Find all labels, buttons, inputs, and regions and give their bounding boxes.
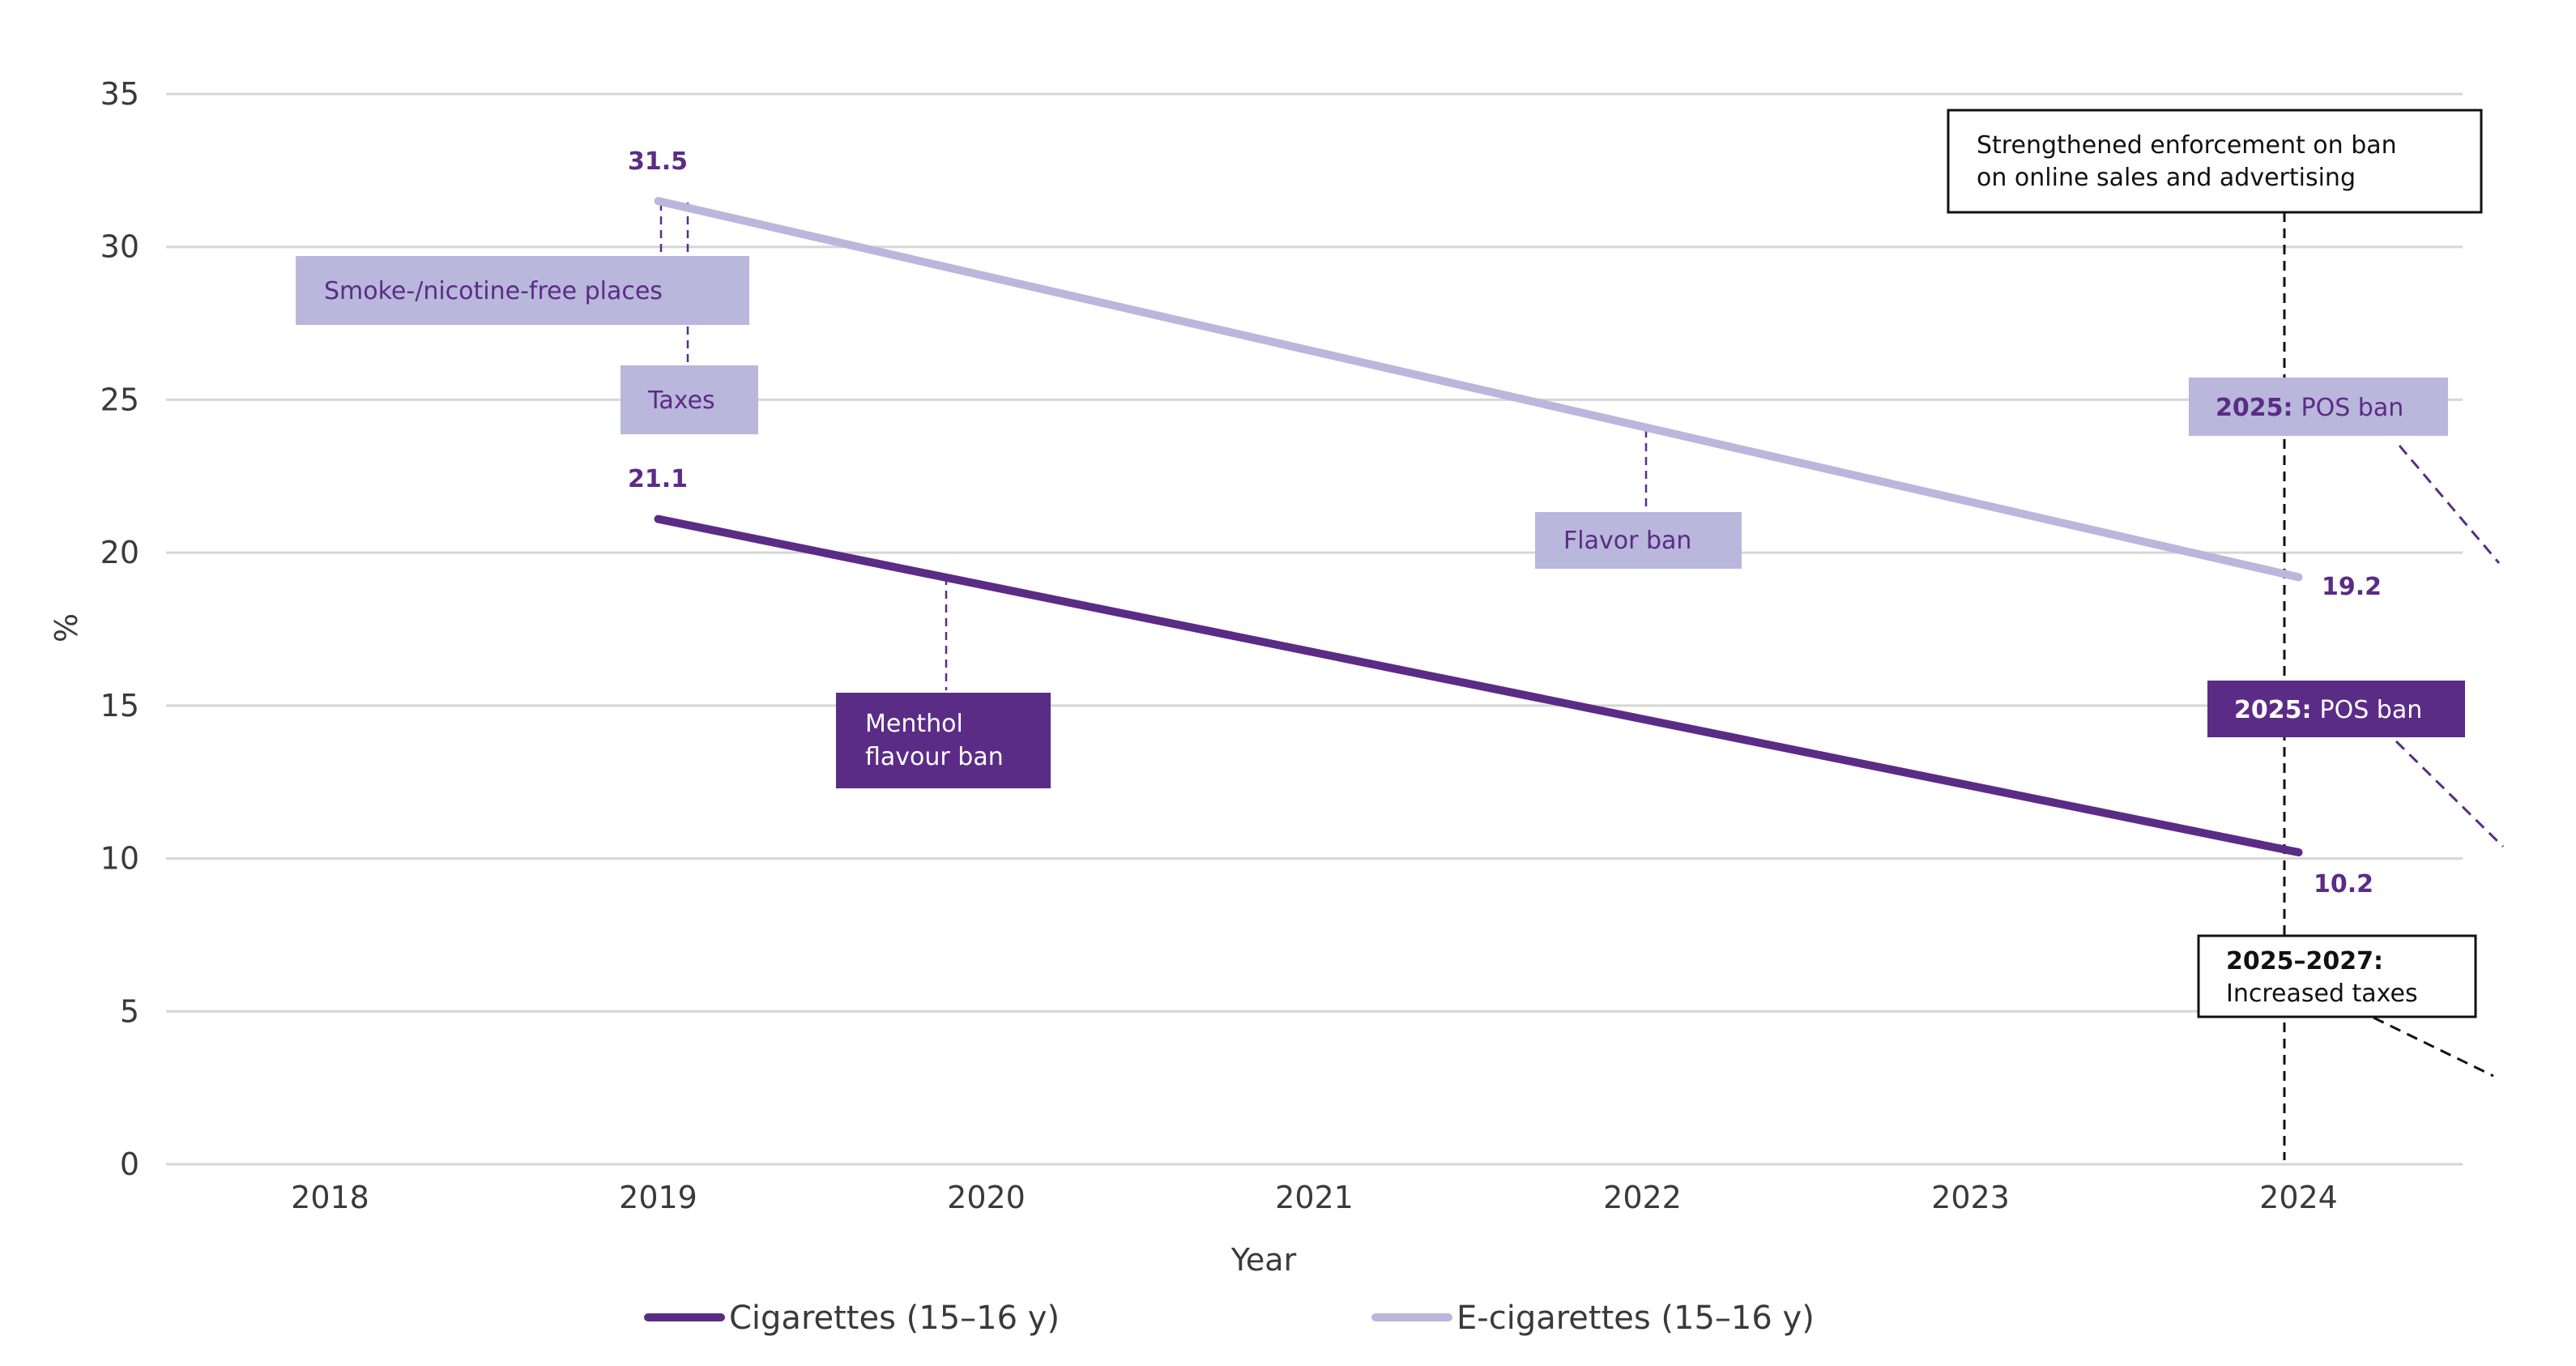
svg-text:flavour ban: flavour ban xyxy=(865,743,1004,771)
trend-pos-ecig xyxy=(2398,445,2501,564)
annotation-pos-ban-ecig: 2025: POS ban xyxy=(2189,378,2448,436)
y-tick-label: 30 xyxy=(100,229,139,265)
svg-text:2025:POS ban: 2025: POS ban xyxy=(2216,394,2403,422)
svg-text:on online sales and advertisin: on online sales and advertising xyxy=(1977,164,2356,192)
annotation-flavor-ban: Flavor ban xyxy=(1535,512,1742,569)
y-tick-label: 25 xyxy=(100,382,139,417)
trend-pos-cig xyxy=(2395,740,2505,848)
series-line-cigarettes xyxy=(654,514,2303,857)
data-label-cig-2019: 21.1 xyxy=(628,465,688,493)
annotation-online-sales: Strengthened enforcement on ban on onlin… xyxy=(1947,109,2483,214)
legend-label-e-cigarettes: E-cigarettes (15–16 y) xyxy=(1456,1300,1815,1337)
y-axis-ticks: 0 5 10 15 20 25 30 35 xyxy=(100,76,139,1182)
y-tick-label: 10 xyxy=(100,841,139,877)
annotation-taxes: Taxes xyxy=(621,365,758,434)
x-tick-label: 2022 xyxy=(1603,1180,1682,1215)
data-label-ecig-2019: 31.5 xyxy=(628,147,688,176)
svg-text:Smoke-/nicotine-free places: Smoke-/nicotine-free places xyxy=(324,277,663,305)
svg-text:Flavor ban: Flavor ban xyxy=(1563,527,1691,555)
legend-label-cigarettes: Cigarettes (15–16 y) xyxy=(729,1300,1060,1337)
annotation-smoke-free: Smoke-/nicotine-free places xyxy=(296,256,749,325)
y-tick-label: 0 xyxy=(120,1146,139,1182)
annotation-increased-taxes: 2025–2027: Increased taxes xyxy=(2197,934,2477,1018)
annotation-menthol-ban: Menthol flavour ban xyxy=(836,693,1051,788)
x-tick-label: 2019 xyxy=(619,1180,697,1215)
y-tick-label: 15 xyxy=(100,688,139,724)
x-tick-label: 2024 xyxy=(2259,1180,2338,1215)
series-line-e-cigarettes xyxy=(654,197,2303,582)
svg-text:Strengthened enforcement on ba: Strengthened enforcement on ban xyxy=(1977,131,2397,160)
x-tick-label: 2020 xyxy=(947,1180,1026,1215)
y-axis-title: % xyxy=(49,613,84,642)
data-label-ecig-2024: 19.2 xyxy=(2322,573,2382,601)
svg-text:Increased taxes: Increased taxes xyxy=(2226,980,2418,1008)
trend-increased-taxes xyxy=(2373,1016,2494,1078)
svg-text:Taxes: Taxes xyxy=(647,386,715,415)
x-axis-ticks: 2018 2019 2020 2021 2022 2023 2024 xyxy=(291,1180,2338,1215)
x-tick-label: 2018 xyxy=(291,1180,369,1215)
x-tick-label: 2023 xyxy=(1931,1180,2010,1215)
legend: Cigarettes (15–16 y) E-cigarettes (15–16… xyxy=(644,1300,1815,1337)
gridlines xyxy=(166,92,2463,1166)
svg-text:2025–2027:: 2025–2027: xyxy=(2226,947,2383,975)
x-tick-label: 2021 xyxy=(1275,1180,1354,1215)
x-axis-title: Year xyxy=(1230,1242,1297,1278)
data-label-cig-2024: 10.2 xyxy=(2314,870,2373,899)
y-tick-label: 5 xyxy=(120,993,139,1029)
svg-text:Menthol: Menthol xyxy=(865,710,963,738)
y-tick-label: 35 xyxy=(100,76,139,112)
svg-text:2025:POS ban: 2025: POS ban xyxy=(2234,696,2422,724)
annotation-pos-ban-cig: 2025: POS ban xyxy=(2207,681,2465,737)
y-tick-label: 20 xyxy=(100,535,139,570)
